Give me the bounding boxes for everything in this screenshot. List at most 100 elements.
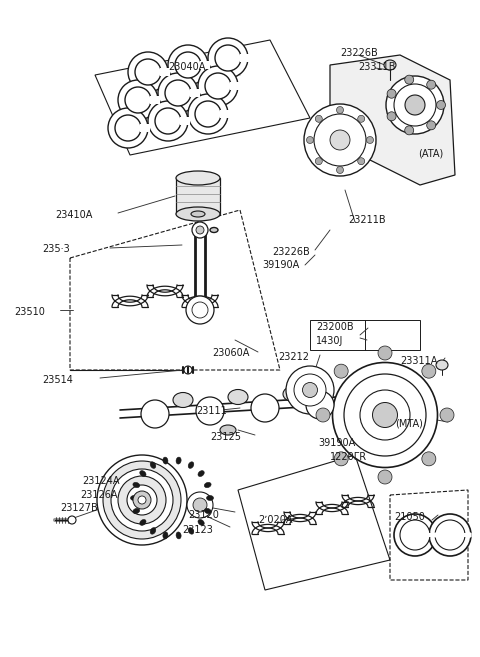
Ellipse shape [215, 45, 241, 71]
Ellipse shape [436, 101, 445, 110]
Ellipse shape [358, 115, 365, 122]
Ellipse shape [378, 346, 392, 360]
Text: 23226B: 23226B [272, 247, 310, 257]
Ellipse shape [394, 514, 436, 556]
Ellipse shape [367, 137, 373, 143]
Ellipse shape [405, 95, 425, 115]
Text: 23211B: 23211B [348, 215, 385, 225]
Text: 23311A: 23311A [400, 356, 437, 366]
Wedge shape [464, 533, 471, 537]
Ellipse shape [358, 158, 365, 165]
Text: 21050: 21050 [394, 512, 425, 522]
Ellipse shape [315, 115, 322, 122]
Polygon shape [150, 96, 160, 104]
Ellipse shape [128, 52, 168, 92]
Ellipse shape [193, 498, 207, 512]
Ellipse shape [206, 495, 214, 501]
Ellipse shape [187, 492, 213, 518]
Ellipse shape [304, 104, 376, 176]
Text: 23040A: 23040A [168, 62, 205, 72]
Ellipse shape [330, 130, 350, 150]
Ellipse shape [336, 106, 344, 114]
Ellipse shape [427, 80, 436, 89]
Polygon shape [240, 54, 250, 62]
Ellipse shape [387, 112, 396, 121]
Ellipse shape [188, 94, 228, 134]
Text: 235·3: 235·3 [42, 244, 70, 254]
Text: 23410A: 23410A [55, 210, 92, 220]
Ellipse shape [150, 462, 156, 468]
Text: 23123: 23123 [182, 525, 213, 535]
Text: 23124A: 23124A [82, 476, 120, 486]
Ellipse shape [68, 516, 76, 524]
Ellipse shape [307, 137, 313, 143]
Ellipse shape [210, 227, 218, 233]
Ellipse shape [302, 382, 317, 397]
Ellipse shape [150, 528, 156, 534]
Text: (MTA): (MTA) [395, 418, 423, 428]
Ellipse shape [400, 520, 430, 550]
Polygon shape [140, 124, 150, 132]
Ellipse shape [184, 366, 192, 374]
Ellipse shape [315, 158, 322, 165]
Ellipse shape [198, 520, 204, 526]
Text: 23126A: 23126A [80, 490, 118, 500]
Ellipse shape [286, 366, 334, 414]
Ellipse shape [386, 76, 444, 134]
Text: 23311B: 23311B [358, 62, 396, 72]
Polygon shape [190, 89, 200, 97]
Ellipse shape [405, 75, 414, 84]
Ellipse shape [378, 470, 392, 484]
Text: 2ʼ020A: 2ʼ020A [258, 515, 292, 525]
Ellipse shape [133, 491, 151, 509]
Text: 23226B: 23226B [340, 48, 378, 58]
Ellipse shape [188, 462, 194, 468]
Ellipse shape [192, 222, 208, 238]
Ellipse shape [436, 360, 448, 370]
Ellipse shape [334, 452, 348, 466]
Ellipse shape [198, 66, 238, 106]
Ellipse shape [204, 509, 211, 514]
Ellipse shape [220, 425, 236, 435]
Ellipse shape [251, 394, 279, 422]
Ellipse shape [205, 73, 231, 99]
Ellipse shape [108, 108, 148, 148]
Ellipse shape [135, 59, 161, 85]
Bar [176, 178, 220, 214]
Ellipse shape [195, 101, 221, 127]
Ellipse shape [163, 457, 168, 464]
Ellipse shape [127, 485, 157, 515]
Ellipse shape [333, 363, 437, 468]
Ellipse shape [118, 80, 158, 120]
Ellipse shape [148, 101, 188, 141]
Ellipse shape [133, 482, 140, 487]
Text: 23510: 23510 [14, 307, 45, 317]
Text: 39190A: 39190A [262, 260, 299, 270]
Ellipse shape [125, 87, 151, 113]
Text: 23120: 23120 [188, 510, 219, 520]
Bar [310, 320, 420, 350]
Ellipse shape [435, 520, 465, 550]
Polygon shape [220, 110, 230, 118]
Wedge shape [429, 533, 436, 537]
Ellipse shape [103, 461, 181, 539]
Ellipse shape [427, 121, 436, 130]
Ellipse shape [283, 386, 303, 401]
Ellipse shape [131, 495, 137, 501]
Ellipse shape [405, 126, 414, 135]
Text: 23200B: 23200B [316, 322, 354, 332]
Ellipse shape [198, 470, 204, 476]
Ellipse shape [316, 408, 330, 422]
Ellipse shape [344, 374, 426, 456]
Ellipse shape [186, 296, 214, 324]
Ellipse shape [175, 52, 201, 78]
Ellipse shape [176, 207, 220, 221]
Polygon shape [200, 61, 210, 69]
Polygon shape [180, 117, 190, 125]
Ellipse shape [372, 403, 397, 428]
Ellipse shape [192, 302, 208, 318]
Ellipse shape [387, 89, 396, 98]
Ellipse shape [422, 364, 436, 378]
Ellipse shape [314, 114, 366, 166]
Polygon shape [160, 68, 170, 76]
